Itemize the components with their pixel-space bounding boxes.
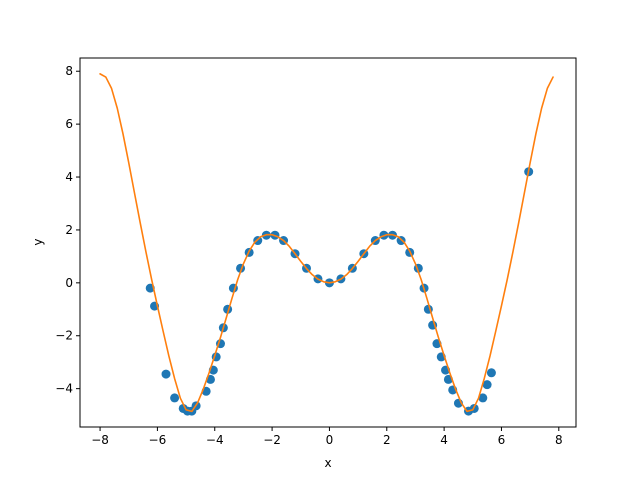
x-tick-label: −2 [263,433,281,447]
x-tick-label: 8 [555,433,563,447]
x-axis-label: x [324,456,331,470]
y-tick-label: −4 [55,382,73,396]
x-axis-ticks: −8 −6 −4 −2 0 2 4 6 8 [91,427,563,447]
x-tick-label: 2 [383,433,391,447]
x-tick-label: 6 [498,433,506,447]
x-tick-label: −4 [206,433,224,447]
plot-frame [79,57,577,428]
scatter-point [482,380,492,390]
scatter-point [161,369,171,379]
y-tick-label: 8 [65,64,73,78]
x-tick-label: −8 [91,433,109,447]
fitted-curve-line [99,73,554,413]
scatter-point [170,393,180,403]
x-tick-label: 0 [326,433,334,447]
y-axis-ticks: −4 −2 0 2 4 6 8 [55,64,80,396]
y-tick-label: −2 [55,329,73,343]
scatter-point [478,393,488,403]
y-tick-label: 6 [65,117,73,131]
x-tick-label: 4 [440,433,448,447]
y-tick-label: 2 [65,223,73,237]
y-tick-label: 4 [65,170,73,184]
x-tick-label: −6 [149,433,167,447]
plot-layer [99,73,554,416]
y-axis-label: y [31,238,45,245]
scatter-point [486,368,496,378]
y-tick-label: 0 [65,276,73,290]
